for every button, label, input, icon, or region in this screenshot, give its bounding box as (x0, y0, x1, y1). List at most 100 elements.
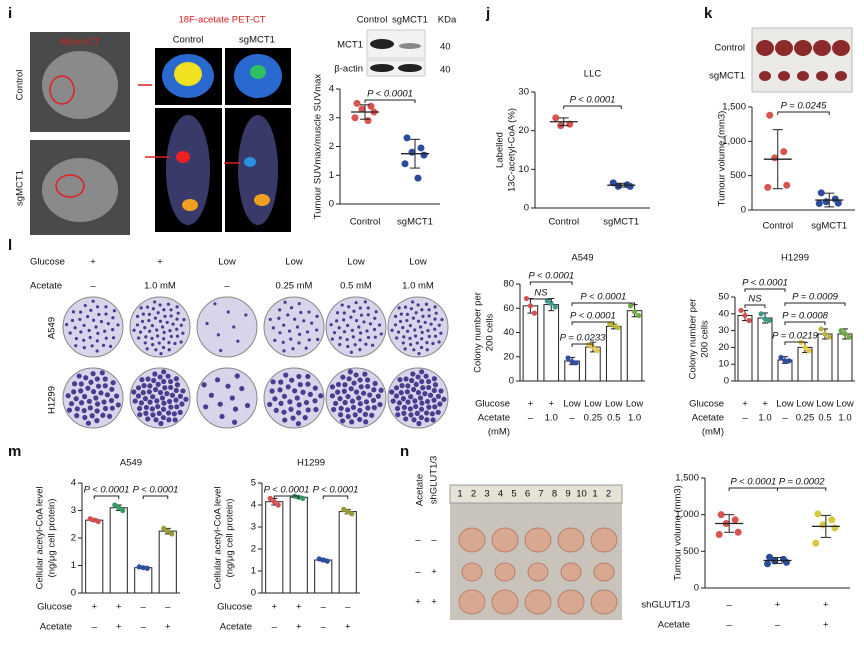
colony (420, 337, 424, 341)
colony (99, 320, 104, 324)
colony (94, 418, 100, 424)
colony (338, 343, 342, 347)
colony (167, 348, 171, 352)
panel-letter: j (485, 5, 490, 22)
colony (94, 376, 100, 382)
annotation: P < 0.0001 (730, 477, 776, 488)
colony (432, 382, 439, 388)
colony (89, 308, 93, 312)
data-point (95, 518, 101, 525)
data-point (631, 309, 638, 315)
colony (278, 379, 284, 385)
data-point (573, 360, 579, 366)
row-label: Glucose (689, 399, 724, 410)
data-point (742, 312, 748, 319)
colony (307, 338, 311, 342)
y-tick-label: 0 (71, 588, 76, 599)
blot-band (399, 43, 421, 49)
panel-letter: l (8, 237, 12, 254)
annotation: P < 0.0001 (313, 485, 359, 496)
colony (272, 396, 278, 402)
data-point (364, 117, 372, 125)
colony (95, 383, 102, 389)
column-label: shGLUT1/3 (429, 456, 440, 505)
blot-band (370, 39, 394, 49)
colony (351, 335, 355, 339)
colony (340, 303, 344, 307)
colony (175, 317, 179, 321)
blot-band (370, 64, 394, 72)
y-tick-label: 1,500 (722, 102, 746, 113)
colony (434, 311, 438, 315)
bracket (784, 321, 826, 325)
data-point (611, 322, 617, 328)
data-point (169, 531, 175, 537)
colony (425, 341, 429, 345)
colony (342, 311, 346, 315)
colony (349, 419, 355, 425)
colony (411, 386, 417, 393)
tumour (557, 527, 585, 553)
colony (270, 379, 276, 385)
row-value: + (762, 399, 768, 410)
colony (135, 323, 140, 327)
y-axis-label: (ng/μg cell protein) (47, 499, 58, 578)
colony (413, 403, 419, 410)
y-tick-label: 0 (329, 199, 334, 210)
y-axis-label: Labelled (495, 132, 506, 168)
colony (151, 307, 156, 311)
colony (111, 336, 116, 340)
colony (390, 398, 396, 404)
colony (182, 318, 186, 322)
row-value: 1.0 (545, 413, 558, 424)
colony (179, 340, 183, 344)
colony (294, 395, 300, 401)
row-value: + (116, 602, 122, 613)
data-point (351, 114, 359, 122)
bar (158, 530, 177, 594)
colony (150, 336, 154, 340)
colony (358, 331, 363, 335)
row-value: – (165, 602, 171, 613)
colony (300, 389, 306, 395)
colony (179, 401, 185, 407)
colony (433, 317, 437, 321)
column-label: 1.0 mM (144, 281, 176, 292)
colony (115, 402, 121, 408)
colony (395, 336, 399, 340)
colony (165, 373, 171, 379)
colony (147, 383, 153, 389)
colony (433, 305, 437, 309)
colony (150, 324, 154, 328)
colony (141, 383, 147, 389)
colony (181, 331, 185, 335)
row-value: Low (836, 399, 854, 410)
colony (302, 319, 306, 323)
colony (312, 398, 318, 404)
colony (289, 337, 293, 341)
colony (278, 400, 284, 406)
colony (362, 371, 368, 377)
blot-column: KDa (438, 15, 457, 26)
pet-image (182, 199, 198, 211)
annotation: P < 0.0001 (580, 292, 626, 303)
colony (350, 404, 357, 411)
row-value: – (141, 602, 147, 613)
colony (232, 406, 239, 412)
bar (522, 305, 539, 382)
colony (157, 341, 161, 345)
tumour-outline (55, 174, 85, 198)
colony (167, 378, 174, 385)
row-value: + (296, 602, 302, 613)
colony (307, 310, 311, 314)
y-tick-label: 30 (718, 325, 729, 336)
colony (78, 400, 85, 406)
colony (143, 326, 147, 330)
colony (432, 404, 438, 410)
row-value: – (345, 602, 351, 613)
colony (161, 345, 166, 350)
colony (370, 397, 377, 403)
colony (166, 417, 172, 423)
bar (314, 559, 333, 594)
culture-dish (325, 296, 387, 358)
